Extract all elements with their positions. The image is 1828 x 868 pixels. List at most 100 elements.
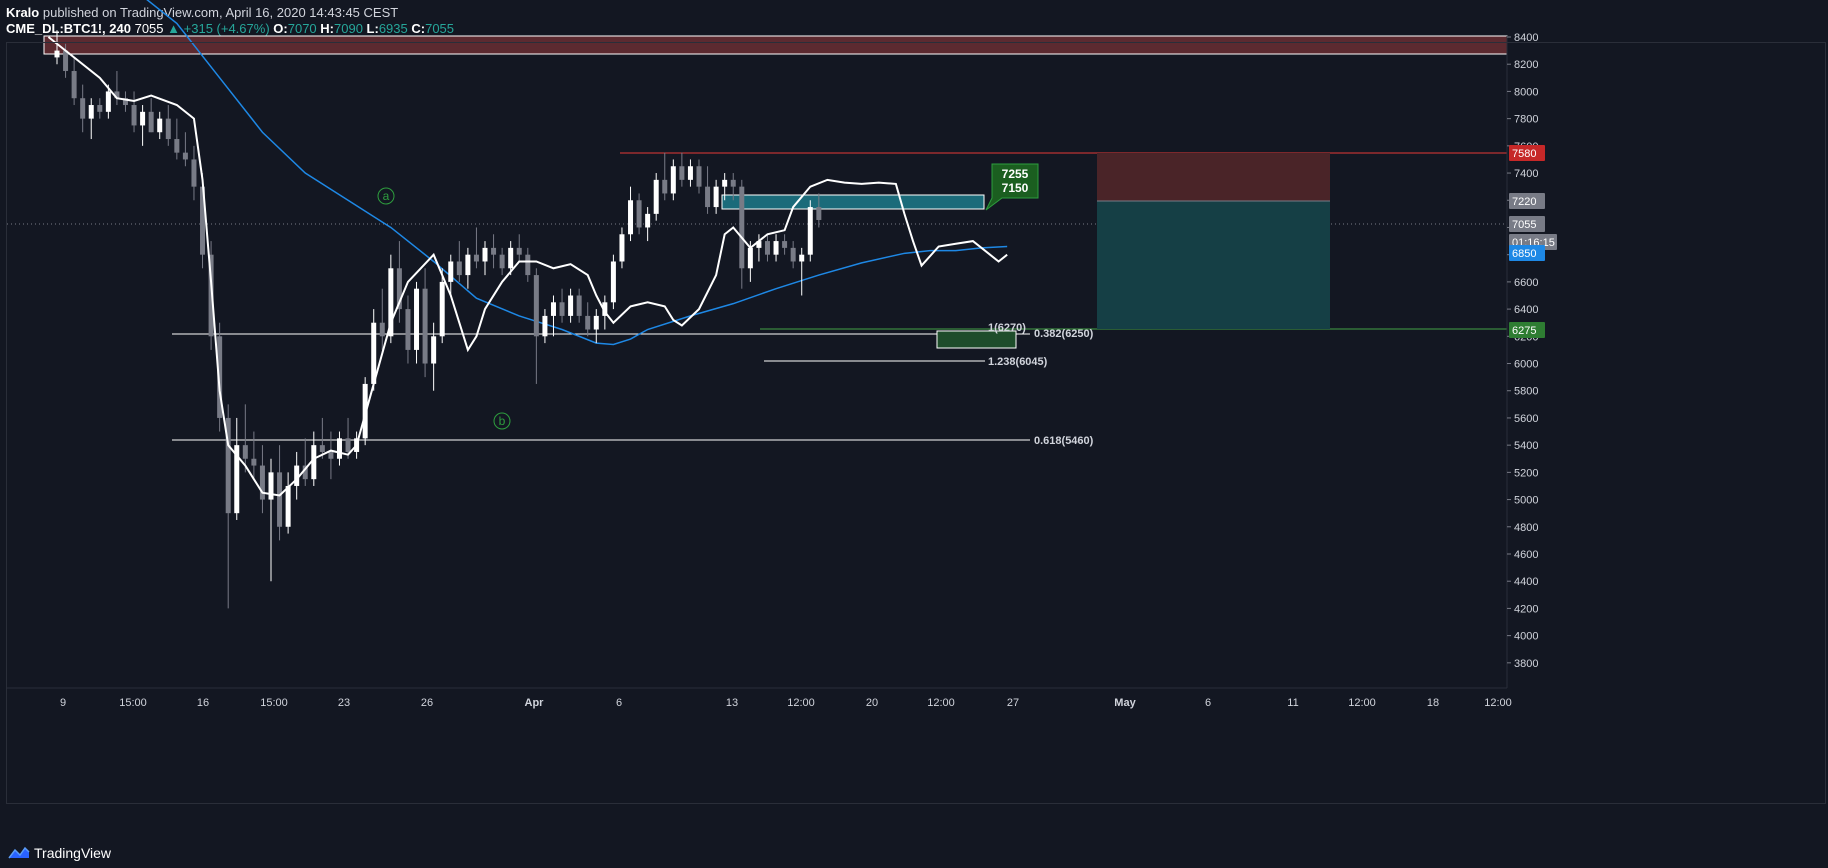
x-tick-label: Apr	[525, 697, 545, 709]
fib-label-1: 1(6270)	[988, 322, 1026, 334]
candle-body	[448, 261, 454, 282]
y-tick-label: 8200	[1514, 59, 1538, 71]
chart-header: Kralo published on TradingView.com, Apri…	[0, 0, 1828, 42]
fib-label-0382: 0.382(6250)	[1034, 328, 1094, 340]
y-tick-label: 5200	[1514, 467, 1538, 479]
candle-body	[54, 50, 60, 58]
y-tick-label: 5800	[1514, 386, 1538, 398]
y-tick-label: 6400	[1514, 304, 1538, 316]
candle-body	[645, 213, 651, 228]
target-zone-box	[721, 194, 985, 210]
price-tag-label: 6275	[1512, 325, 1536, 337]
slow-moving-average	[146, 0, 1008, 346]
x-tick-label: 9	[60, 697, 66, 709]
candle-body	[499, 254, 505, 269]
tradingview-logo-icon	[8, 846, 30, 859]
tradingview-brand[interactable]: TradingView	[8, 844, 111, 862]
price-tag	[1509, 216, 1545, 232]
candle-body	[628, 200, 634, 235]
symbol-line: CME_DL:BTC1!, 240 7055 ▲ +315 (+4.67%) O…	[6, 22, 454, 36]
author-name[interactable]: Kralo	[6, 5, 40, 20]
candle-body	[200, 186, 206, 255]
candle-body	[371, 322, 377, 384]
candle-body	[773, 241, 779, 255]
candle-body	[593, 315, 599, 330]
candle-body	[63, 50, 69, 72]
candle-body	[679, 166, 685, 180]
y-tick-label: 5600	[1514, 413, 1538, 425]
candle-body	[696, 166, 702, 187]
candle-body	[508, 247, 514, 269]
candle-body	[610, 261, 616, 303]
x-tick-label: May	[1114, 697, 1136, 709]
candle-body	[242, 445, 248, 459]
candle-body	[345, 438, 351, 452]
candle-body	[285, 485, 291, 527]
price-tag	[1509, 322, 1545, 338]
candle-body	[122, 98, 128, 106]
close-value: 7055	[425, 21, 455, 36]
candle-body	[174, 139, 180, 153]
price-tag-label: 7220	[1512, 196, 1536, 208]
fib-label-1238: 1.238(6045)	[988, 356, 1048, 368]
candle-body	[328, 451, 334, 459]
price-tag-label: 6850	[1512, 248, 1536, 260]
candle-body	[319, 445, 325, 452]
candle-body	[165, 118, 171, 140]
y-tick-label: 8400	[1514, 32, 1538, 44]
candle-body	[225, 417, 231, 514]
candle-body	[208, 254, 214, 337]
stop-loss-zone	[1097, 153, 1330, 201]
candle-body	[636, 200, 642, 228]
wave-b-label: b	[499, 414, 506, 428]
candle-body	[559, 302, 565, 316]
candle-body	[131, 105, 137, 126]
y-tick-label: 4200	[1514, 603, 1538, 615]
candle-body	[722, 179, 728, 187]
x-tick-label: 12:00	[927, 697, 955, 709]
candle-body	[807, 207, 813, 255]
candle-body	[533, 275, 539, 337]
candle-body	[747, 247, 753, 269]
candle-body	[730, 179, 736, 187]
candle-body	[217, 336, 223, 418]
candle-body	[756, 241, 762, 248]
low-value: 6935	[378, 21, 408, 36]
tradingview-brand-text: TradingView	[34, 845, 112, 861]
x-tick-label: 11	[1287, 697, 1298, 709]
low-label: L:	[366, 21, 379, 36]
candle-body	[439, 281, 445, 337]
candle-body	[790, 247, 796, 262]
fast-moving-average	[47, 36, 1008, 497]
candle-body	[705, 186, 711, 208]
candle-body	[302, 465, 308, 480]
y-tick-label: 4600	[1514, 549, 1538, 561]
candle-body	[414, 288, 420, 350]
y-tick-label: 8000	[1514, 86, 1538, 98]
candle-body	[516, 247, 522, 255]
candle-body	[482, 247, 488, 262]
x-tick-label: 13	[726, 697, 738, 709]
y-tick-label: 6000	[1514, 359, 1538, 371]
candle-body	[473, 254, 479, 262]
candle-body	[456, 261, 462, 276]
y-tick-label: 4400	[1514, 576, 1538, 588]
candle-body	[465, 254, 471, 276]
y-tick-label: 5400	[1514, 440, 1538, 452]
candle-body	[670, 166, 676, 194]
price-tag	[1509, 145, 1545, 161]
profit-target-zone	[1097, 201, 1330, 329]
candle-body	[379, 322, 385, 337]
open-label: O:	[273, 21, 288, 36]
candle-body	[80, 98, 86, 119]
candle-body	[259, 465, 265, 500]
candle-body	[764, 241, 770, 255]
symbol-name[interactable]: CME_DL:BTC1!, 240	[6, 21, 131, 36]
candle-body	[182, 152, 188, 160]
target-callout	[985, 163, 1039, 211]
candle-body	[336, 438, 342, 459]
wave-a-label: a	[383, 189, 390, 203]
callout-value-upper: 7255	[1002, 167, 1029, 181]
candle-body	[550, 302, 556, 316]
